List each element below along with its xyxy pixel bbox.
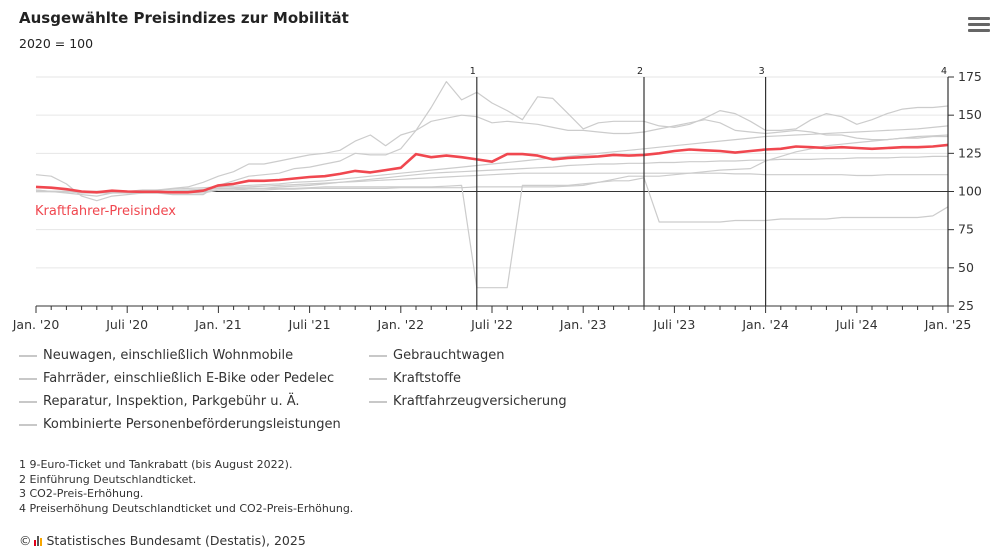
x-tick-label: Jan. '22 bbox=[377, 317, 425, 332]
series-line-7[interactable] bbox=[35, 177, 949, 289]
series-line-5[interactable] bbox=[36, 125, 949, 193]
legend-swatch bbox=[369, 377, 387, 380]
y-tick-label: 50 bbox=[958, 260, 974, 275]
y-tick-label: 125 bbox=[958, 145, 982, 160]
line-chart: 1 2 3 4 25 50 75 100 125 150 175 Jan. '20 Juli '20 J… bbox=[12, 66, 982, 332]
legend-swatch bbox=[19, 400, 37, 403]
legend-item-personenbefoerderung[interactable]: Kombinierte Personenbeförderungsleistung… bbox=[19, 417, 341, 432]
background-series bbox=[35, 81, 949, 289]
highlight-series-label: Kraftfahrer-Preisindex bbox=[35, 204, 176, 219]
x-tick-label: Juli '23 bbox=[652, 317, 695, 332]
y-tick-label: 25 bbox=[958, 298, 974, 313]
x-tick-label: Jan. '21 bbox=[194, 317, 242, 332]
x-tick-label: Jan. '23 bbox=[559, 317, 607, 332]
series-line-2[interactable] bbox=[35, 114, 948, 197]
y-tick-label: 100 bbox=[958, 184, 982, 199]
legend-item-reparatur[interactable]: Reparatur, Inspektion, Parkgebühr u. Ä. bbox=[19, 394, 300, 409]
legend-swatch bbox=[19, 354, 37, 357]
x-tick-label: Juli '20 bbox=[105, 317, 148, 332]
chart-title: Ausgewählte Preisindizes zur Mobilität bbox=[19, 9, 349, 27]
x-tick-label: Jan. '24 bbox=[741, 317, 789, 332]
legend-item-fahrraeder[interactable]: Fahrräder, einschließlich E-Bike oder Pe… bbox=[19, 371, 334, 386]
legend-item-neuwagen[interactable]: Neuwagen, einschließlich Wohnmobile bbox=[19, 348, 293, 363]
footnote-1: 1 9-Euro-Ticket und Tankrabatt (bis Augu… bbox=[19, 458, 293, 471]
axes: 25 50 75 100 125 150 175 Jan. '20 Juli '20 Jan. '… bbox=[12, 69, 982, 332]
source-text[interactable]: Statistisches Bundesamt (Destatis), 2025 bbox=[46, 533, 306, 548]
x-tick-label: Juli '24 bbox=[835, 317, 878, 332]
copyright-symbol: © bbox=[19, 533, 32, 548]
event-marker-label: 4 bbox=[941, 66, 947, 77]
source-credit: © Statistisches Bundesamt (Destatis), 20… bbox=[19, 533, 306, 548]
x-tick-label: Juli '22 bbox=[470, 317, 513, 332]
footnotes: 1 9-Euro-Ticket und Tankrabatt (bis Augu… bbox=[19, 458, 353, 516]
legend-swatch bbox=[369, 354, 387, 357]
event-marker-label: 1 bbox=[470, 66, 476, 77]
x-tick-label: Juli '21 bbox=[288, 317, 331, 332]
legend-item-kraftstoffe[interactable]: Kraftstoffe bbox=[369, 371, 461, 386]
event-marker-label: 3 bbox=[759, 66, 765, 77]
footnote-4: 4 Preiserhöhung Deutschlandticket und CO… bbox=[19, 501, 354, 515]
series-line-4[interactable] bbox=[35, 81, 949, 202]
destatis-logo-icon bbox=[33, 535, 43, 546]
series-line-6[interactable] bbox=[36, 134, 949, 193]
legend-swatch bbox=[19, 423, 37, 426]
y-tick-label: 175 bbox=[958, 69, 982, 84]
chart-subtitle: 2020 = 100 bbox=[19, 36, 94, 51]
x-tick-label: Jan. '20 bbox=[12, 317, 60, 332]
x-tick-label: Jan. '25 bbox=[924, 317, 972, 332]
hamburger-menu-icon[interactable] bbox=[968, 17, 990, 35]
series-line-kraftfahrer-preisindex[interactable] bbox=[35, 143, 949, 194]
footnote-3: 3 CO2-Preis-Erhöhung. bbox=[19, 487, 144, 500]
series-line-3[interactable] bbox=[36, 172, 948, 193]
footnote-2: 2 Einführung Deutschlandticket. bbox=[19, 472, 197, 486]
y-tick-label: 75 bbox=[958, 222, 974, 237]
highlight-series bbox=[35, 143, 949, 194]
legend-item-gebrauchtwagen[interactable]: Gebrauchtwagen bbox=[369, 348, 504, 363]
legend-item-versicherung[interactable]: Kraftfahrzeugversicherung bbox=[369, 394, 567, 409]
legend-swatch bbox=[19, 377, 37, 380]
y-tick-label: 150 bbox=[958, 107, 982, 122]
legend-swatch bbox=[369, 400, 387, 403]
event-marker-label: 2 bbox=[637, 66, 643, 77]
